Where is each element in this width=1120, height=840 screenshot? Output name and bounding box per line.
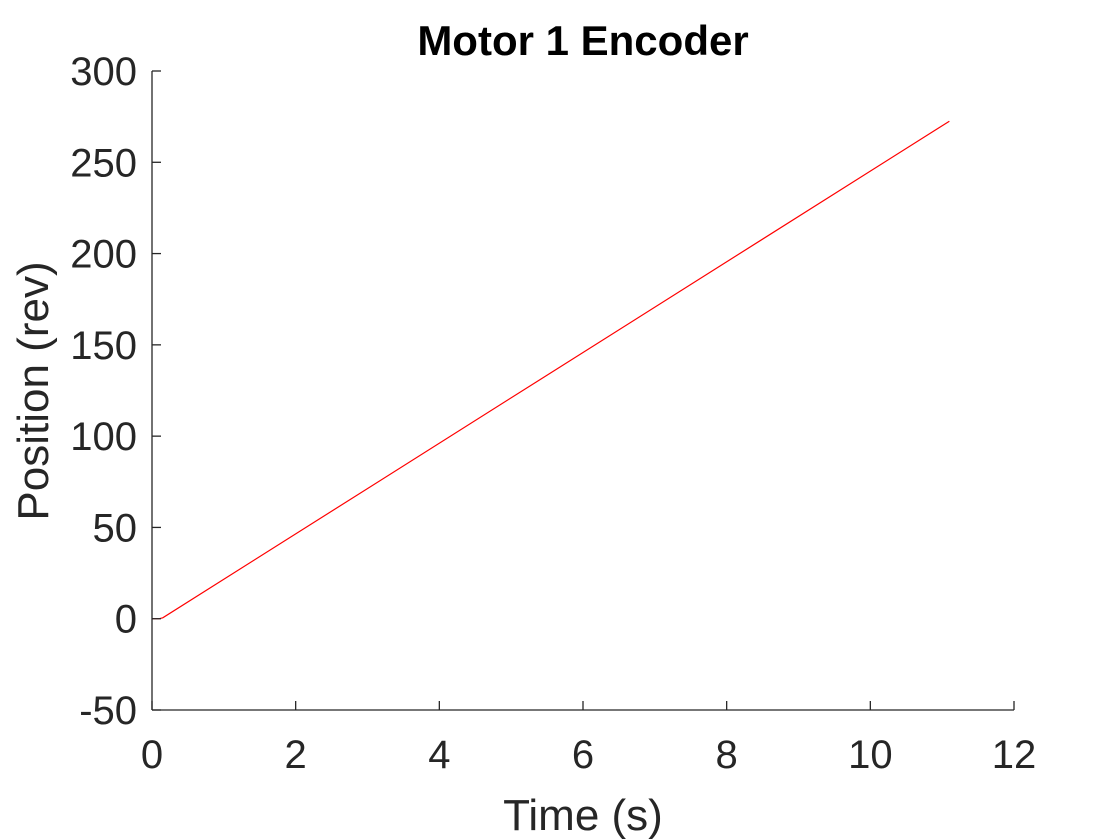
x-axis-label: Time (s) (503, 791, 663, 840)
y-tick-label: 200 (70, 233, 137, 277)
x-tick-label: 10 (848, 733, 893, 777)
y-tick-label: 0 (115, 598, 137, 642)
x-tick-label: 2 (285, 733, 307, 777)
x-tick-label: 12 (992, 733, 1037, 777)
axes (151, 71, 1014, 711)
series-line (152, 120, 950, 620)
x-tick-label: 8 (716, 733, 738, 777)
x-tick-label: 0 (141, 733, 163, 777)
y-tick-label: 100 (70, 415, 137, 459)
y-tick-label: 250 (70, 141, 137, 185)
y-axis-label: Position (rev) (9, 261, 58, 520)
y-tick-label: 300 (70, 50, 137, 94)
chart-title: Motor 1 Encoder (417, 17, 748, 64)
x-axis-ticks: 0 2 4 6 8 10 12 (141, 701, 1036, 777)
y-tick-label: 50 (93, 506, 138, 550)
y-tick-label: 150 (70, 324, 137, 368)
plot-area (152, 120, 950, 620)
x-tick-label: 6 (572, 733, 594, 777)
y-tick-label: -50 (79, 689, 137, 733)
x-tick-label: 4 (428, 733, 450, 777)
y-axis-ticks: -50 0 50 100 150 200 250 300 (70, 50, 161, 733)
